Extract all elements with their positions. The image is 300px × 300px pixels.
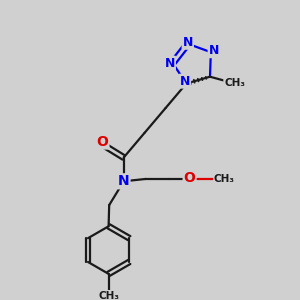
Text: N: N bbox=[183, 36, 193, 49]
Text: CH₃: CH₃ bbox=[214, 174, 235, 184]
Text: N: N bbox=[180, 75, 190, 88]
Text: N: N bbox=[208, 44, 219, 57]
Text: CH₃: CH₃ bbox=[224, 77, 245, 88]
Text: N: N bbox=[165, 57, 175, 70]
Text: N: N bbox=[118, 174, 130, 188]
Text: O: O bbox=[184, 170, 196, 184]
Text: O: O bbox=[97, 134, 108, 148]
Text: CH₃: CH₃ bbox=[98, 291, 119, 300]
